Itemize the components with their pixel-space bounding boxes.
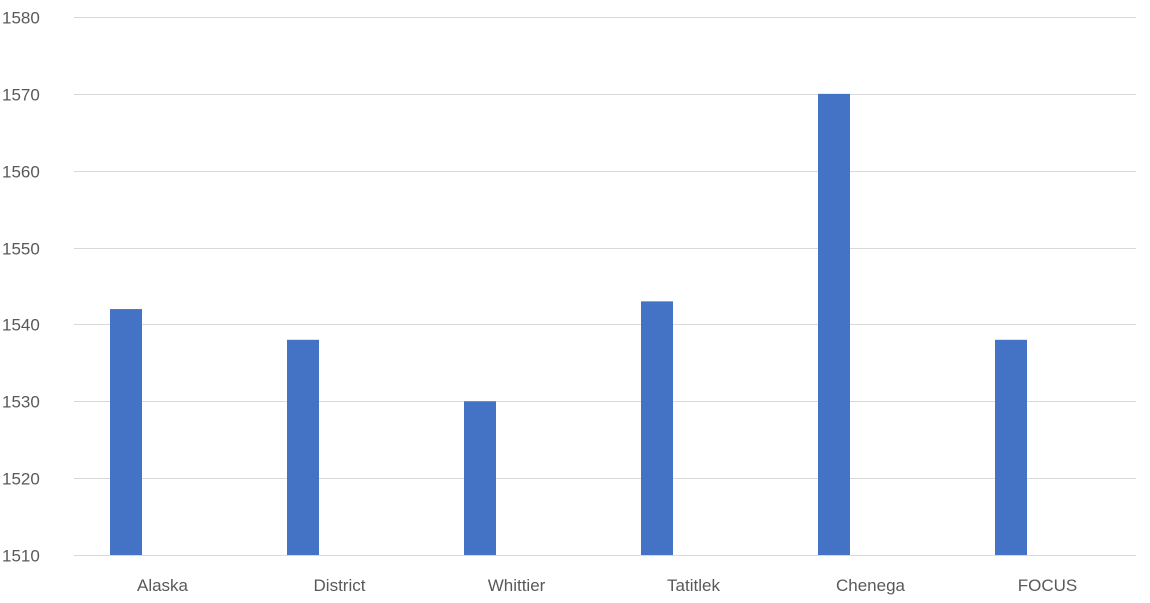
- y-tick-label: 1510: [2, 547, 40, 566]
- y-tick-label: 1530: [2, 393, 40, 412]
- y-tick-label: 1580: [2, 9, 40, 28]
- y-tick-label: 1550: [2, 240, 40, 259]
- bar-alaska: [110, 309, 142, 555]
- x-tick-label: Chenega: [836, 576, 906, 595]
- x-axis-tick-labels: Alaska District Whittier Tatitlek Chenega FOC…: [137, 576, 1077, 595]
- x-tick-label: District: [314, 576, 366, 595]
- x-tick-label: Whittier: [488, 576, 546, 595]
- bar-chenega: [818, 93, 850, 555]
- bar-focus: [995, 339, 1027, 555]
- bar-district: [287, 339, 319, 555]
- y-tick-label: 1540: [2, 316, 40, 335]
- bar-whittier: [464, 401, 496, 555]
- bars: [110, 93, 1027, 555]
- gridlines: [74, 17, 1136, 556]
- x-tick-label: FOCUS: [1018, 576, 1078, 595]
- bar-tatitlek: [641, 301, 673, 555]
- y-tick-label: 1520: [2, 470, 40, 489]
- y-tick-label: 1560: [2, 163, 40, 182]
- y-axis-tick-labels: 1510 1520 1530 1540 1550 1560 1570 1580: [2, 9, 40, 566]
- x-tick-label: Tatitlek: [667, 576, 720, 595]
- y-tick-label: 1570: [2, 86, 40, 105]
- x-tick-label: Alaska: [137, 576, 189, 595]
